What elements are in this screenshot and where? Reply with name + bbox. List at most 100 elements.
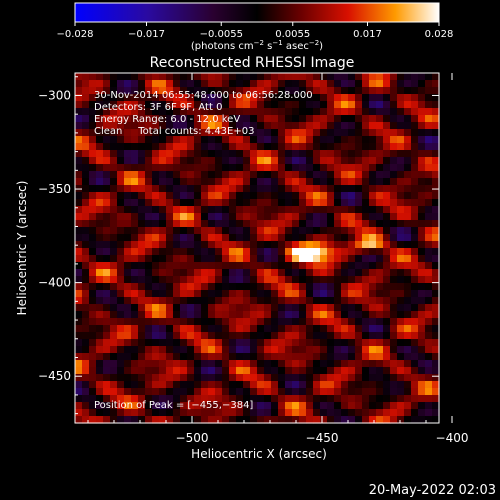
heatmap-cell [89,269,97,277]
heatmap-cell [250,185,258,193]
heatmap-cell [243,276,251,284]
heatmap-cell [215,213,223,221]
heatmap-cell [89,318,97,326]
heatmap-cell [341,332,349,340]
heatmap-cell [75,388,83,396]
heatmap-cell [250,150,258,158]
heatmap-cell [348,220,356,228]
heatmap-cell [124,311,132,319]
heatmap-cell [278,227,286,235]
heatmap-cell [418,395,426,403]
heatmap-cell [292,290,300,298]
heatmap-cell [145,157,153,165]
heatmap-cell [376,199,384,207]
heatmap-cell [215,290,223,298]
heatmap-cell [257,318,265,326]
heatmap-cell [145,80,153,88]
heatmap-cell [383,220,391,228]
heatmap-cell [348,122,356,130]
heatmap-cell [383,129,391,137]
heatmap-cell [145,213,153,221]
heatmap-cell [292,297,300,305]
heatmap-cell [117,381,125,389]
heatmap-cell [201,248,209,256]
heatmap-cell [96,171,104,179]
heatmap-cell [117,248,125,256]
heatmap-cell [383,388,391,396]
heatmap-cell [327,192,335,200]
heatmap-cell [187,213,195,221]
heatmap-cell [432,80,440,88]
heatmap-cell [257,374,265,382]
heatmap-cell [243,234,251,242]
heatmap-cell [327,80,335,88]
heatmap-cell [117,150,125,158]
heatmap-cell [145,136,153,144]
heatmap-cell [271,402,279,410]
heatmap-cell [278,381,286,389]
heatmap-cell [334,129,342,137]
heatmap-cell [117,94,125,102]
heatmap-cell [292,80,300,88]
heatmap-cell [348,87,356,95]
heatmap-cell [96,227,104,235]
heatmap-cell [145,129,153,137]
heatmap-cell [404,241,412,249]
heatmap-cell [418,283,426,291]
heatmap-cell [376,80,384,88]
heatmap-cell [180,353,188,361]
heatmap-cell [222,122,230,130]
heatmap-cell [201,409,209,417]
heatmap-cell [334,395,342,403]
heatmap-cell [180,171,188,179]
heatmap-cell [152,290,160,298]
heatmap-cell [425,136,433,144]
heatmap-cell [138,150,146,158]
heatmap-cell [257,101,265,109]
heatmap-cell [117,409,125,417]
heatmap-cell [145,332,153,340]
heatmap-cell [103,164,111,172]
heatmap-cell [404,297,412,305]
heatmap-cell [243,164,251,172]
heatmap-cell [383,290,391,298]
heatmap-cell [432,332,440,340]
heatmap-cell [425,171,433,179]
heatmap-cell [89,290,97,298]
heatmap-cell [404,269,412,277]
heatmap-cell [187,192,195,200]
heatmap-cell [180,87,188,95]
plot-frame [74,72,440,424]
heatmap-cell [404,220,412,228]
heatmap-cell [376,171,384,179]
heatmap-cell [180,409,188,417]
heatmap-cell [236,115,244,123]
heatmap-cell [341,108,349,116]
heatmap-cell [362,108,370,116]
heatmap-cell [166,311,174,319]
heatmap-cell [264,178,272,186]
heatmap-cell [75,115,83,123]
heatmap-cell [110,388,118,396]
heatmap-cell [180,122,188,130]
heatmap-cell [397,150,405,158]
heatmap-cell [236,283,244,291]
heatmap-cell [257,304,265,312]
heatmap-cell [299,388,307,396]
heatmap-cell [292,409,300,417]
heatmap-cell [264,248,272,256]
heatmap-cell [250,297,258,305]
heatmap-cell [271,73,279,81]
heatmap-cell [180,276,188,284]
heatmap-cell [264,136,272,144]
heatmap-cell [110,360,118,368]
heatmap-cell [376,255,384,263]
heatmap-cell [131,360,139,368]
heatmap-cell [285,150,293,158]
heatmap-cell [334,416,342,424]
heatmap-cell [138,381,146,389]
heatmap-cell [362,87,370,95]
heatmap-cell [271,276,279,284]
heatmap-cell [124,269,132,277]
heatmap-cell [117,234,125,242]
